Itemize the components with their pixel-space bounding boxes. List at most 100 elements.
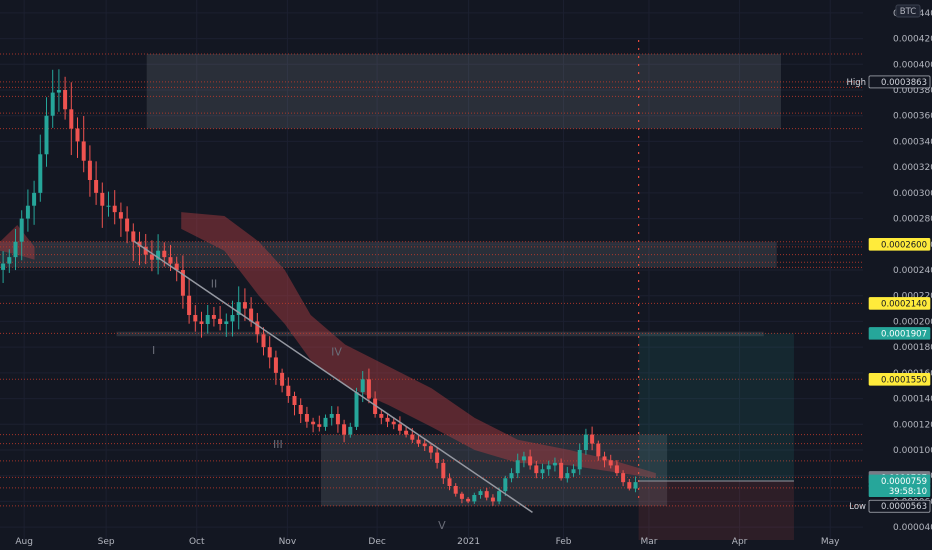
symbol-badge-box [895, 4, 921, 18]
candle-body [571, 469, 576, 474]
candle-body [255, 321, 260, 335]
candle-body [360, 379, 365, 393]
candle-body [304, 414, 309, 422]
wave-label: I [152, 344, 155, 357]
x-tick-label: 2021 [457, 537, 480, 547]
price-label-text: 0.0002140 [881, 299, 927, 309]
candle-body [422, 443, 427, 447]
candle-body [50, 92, 55, 116]
candle-body [453, 486, 458, 494]
candle-body [559, 462, 564, 479]
candle-body [590, 434, 595, 444]
candle-body [249, 308, 254, 322]
candle-body [199, 321, 204, 324]
trendline[interactable] [133, 240, 533, 513]
y-tick-label: 0.0002400 [893, 266, 932, 276]
candle-body [435, 452, 440, 463]
candle-body [397, 424, 402, 431]
candle-body [280, 372, 285, 386]
candle-body [32, 192, 37, 206]
zone-box [116, 331, 764, 337]
candles [1, 69, 638, 506]
price-labels: High 0.0003863 0.0002600 0.0002140 0.0001907… [846, 75, 931, 513]
candle-body [528, 456, 533, 466]
candle-body [441, 462, 446, 479]
price-axis-background [863, 0, 932, 550]
candle-body [614, 465, 619, 474]
elliott-trendline[interactable] [133, 240, 533, 513]
candle-body [521, 456, 526, 461]
zone-box [146, 54, 782, 129]
price-label-text: 39:58:10 [889, 487, 927, 497]
wave-label: III [273, 438, 283, 451]
candle-body [38, 154, 43, 193]
candle-body [125, 218, 130, 232]
price-label-box [868, 484, 931, 498]
candle-body [379, 414, 384, 418]
y-tick-label: 0.0002200 [893, 292, 932, 302]
price-label-box [868, 372, 931, 386]
price-label-text: 0.0002600 [881, 240, 927, 250]
candle-body [1, 263, 6, 270]
y-tick-label: 0.0001200 [893, 420, 932, 430]
candle-body [583, 434, 588, 450]
candle-body [7, 257, 12, 264]
wave-label: II [211, 277, 218, 290]
candle-body [211, 315, 216, 319]
candle-body [187, 295, 192, 315]
candle-body [342, 424, 347, 435]
candle-body [174, 263, 179, 270]
position-box[interactable] [638, 333, 794, 540]
y-tick-label: 0.0001800 [893, 343, 932, 353]
candle-body [267, 347, 272, 358]
candle-body [552, 462, 557, 466]
candle-body [366, 379, 371, 399]
candle-body [478, 491, 483, 495]
candle-body [118, 212, 123, 219]
candle-body [230, 315, 235, 322]
candle-body [149, 254, 154, 260]
time-axis[interactable]: Aug Sep Oct Nov Dec 2021 Feb Mar Apr May [15, 537, 840, 547]
x-tick-label: Aug [15, 537, 33, 547]
x-tick-label: Feb [556, 537, 572, 547]
wave-label: IV [331, 346, 342, 359]
candle-body [459, 493, 464, 499]
candle-body [131, 231, 136, 242]
candle-body [180, 270, 185, 296]
cloud-band [181, 212, 656, 479]
candle-body [391, 421, 396, 425]
price-axis[interactable]: 0.00044000.00042000.00040000.00038000.00… [863, 0, 932, 550]
candle-body [472, 495, 477, 502]
position-stop-area[interactable] [638, 480, 794, 540]
y-tick-label: 0.0003000 [893, 189, 932, 199]
candle-body [577, 450, 582, 470]
candle-body [205, 315, 210, 324]
price-label-box [868, 499, 931, 513]
candle-body [261, 334, 266, 348]
x-tick-label: Nov [279, 537, 297, 547]
candle-body [428, 446, 433, 453]
x-tick-label: Apr [732, 537, 748, 547]
candle-body [75, 128, 80, 142]
candle-body [81, 141, 86, 161]
candle-body [627, 482, 632, 489]
candle-body [602, 456, 607, 461]
position-target-area[interactable] [638, 333, 794, 481]
y-tick-label: 0.0003400 [893, 137, 932, 147]
candle-body [193, 315, 198, 322]
wave-label: V [438, 519, 446, 532]
y-tick-label: 0.0003600 [893, 112, 932, 122]
x-tick-label: Mar [640, 537, 657, 547]
x-tick-label: Sep [98, 537, 115, 547]
candle-body [106, 205, 111, 207]
candle-body [596, 443, 601, 457]
candle-body [466, 498, 471, 502]
price-label-text: 0.0001550 [881, 375, 927, 385]
candle-body [621, 473, 626, 483]
symbol-badge-text: BTC [900, 7, 917, 17]
y-tick-label: 0.0003800 [893, 86, 932, 96]
candle-body [94, 180, 99, 193]
